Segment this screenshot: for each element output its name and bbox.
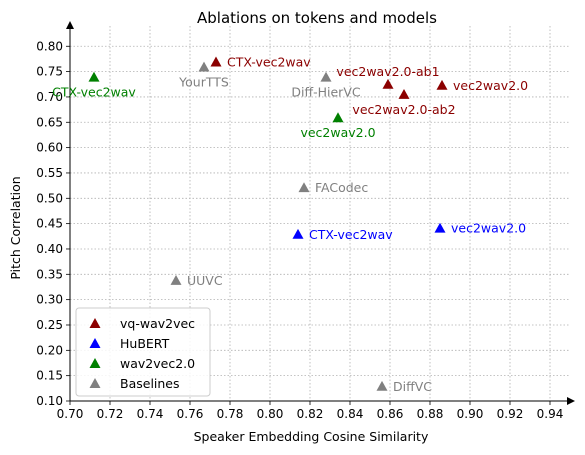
data-point-baselines <box>298 182 310 193</box>
data-points <box>88 56 448 391</box>
point-label: FACodec <box>315 180 368 195</box>
data-point-vq-wav2vec <box>436 79 448 90</box>
x-axis-arrow <box>567 397 575 405</box>
x-tick-label: 0.74 <box>137 407 164 421</box>
legend-marker <box>89 338 101 348</box>
data-point-hubert <box>434 222 446 233</box>
x-tick-label: 0.90 <box>457 407 484 421</box>
y-tick-label: 0.75 <box>36 65 63 79</box>
x-tick-label: 0.94 <box>537 407 564 421</box>
point-label: Diff-HierVC <box>291 85 360 100</box>
grid-lines <box>69 26 570 402</box>
y-tick-label: 0.10 <box>36 394 63 408</box>
data-point-hubert <box>292 228 304 239</box>
point-label: CTX-vec2wav <box>227 54 311 69</box>
data-point-baselines <box>198 61 210 72</box>
y-tick-label: 0.60 <box>36 141 63 155</box>
data-point-baselines <box>170 274 182 285</box>
point-label: UUVC <box>187 273 223 288</box>
y-tick-label: 0.40 <box>36 242 63 256</box>
point-label: vec2wav2.0 <box>453 78 528 93</box>
x-axis-ticks: 0.70 0.72 0.74 0.76 0.78 0.80 0.82 0.84 0.86 0.88… <box>57 401 564 421</box>
y-tick-label: 0.55 <box>36 166 63 180</box>
point-label: vec2wav2.0-ab2 <box>352 102 455 117</box>
data-point-vq-wav2vec <box>210 56 222 67</box>
legend-label: vq-wav2vec <box>120 316 195 331</box>
x-tick-label: 0.88 <box>417 407 444 421</box>
y-tick-label: 0.80 <box>36 39 63 53</box>
point-labels: CTX-vec2wav vec2wav2.0-ab1 vec2wav2.0-ab2 v… <box>52 54 528 393</box>
legend-label: wav2vec2.0 <box>120 356 195 371</box>
data-point-wav2vec2-0 <box>88 71 100 82</box>
x-tick-label: 0.82 <box>297 407 324 421</box>
x-axis-title: Speaker Embedding Cosine Similarity <box>194 429 429 444</box>
y-tick-label: 0.65 <box>36 115 63 129</box>
point-label: CTX-vec2wav <box>52 85 136 100</box>
point-label: CTX-vec2wav <box>309 227 393 242</box>
data-point-baselines <box>376 380 388 391</box>
legend-box <box>75 307 211 397</box>
point-label: vec2wav2.0-ab1 <box>336 64 439 79</box>
y-tick-label: 0.50 <box>36 191 63 205</box>
y-tick-label: 0.15 <box>36 369 63 383</box>
y-axis-arrow <box>66 21 74 29</box>
legend-label: Baselines <box>120 376 180 391</box>
y-axis-title: Pitch Correlation <box>8 176 23 279</box>
y-tick-label: 0.20 <box>36 343 63 357</box>
y-tick-label: 0.25 <box>36 318 63 332</box>
legend: vq-wav2vec HuBERT wav2vec2.0 Baselines <box>75 307 211 397</box>
legend-marker <box>89 358 101 368</box>
y-tick-label: 0.70 <box>36 90 63 104</box>
x-tick-label: 0.76 <box>177 407 204 421</box>
data-point-wav2vec2-0 <box>332 112 344 123</box>
x-tick-label: 0.78 <box>217 407 244 421</box>
x-tick-label: 0.72 <box>97 407 124 421</box>
data-point-vq-wav2vec <box>382 78 394 89</box>
x-tick-label: 0.80 <box>257 407 284 421</box>
y-tick-label: 0.35 <box>36 267 63 281</box>
point-label: vec2wav2.0 <box>451 221 526 236</box>
axes <box>66 21 575 405</box>
x-tick-label: 0.84 <box>337 407 364 421</box>
chart-title: Ablations on tokens and models <box>197 9 437 27</box>
x-tick-label: 0.70 <box>57 407 84 421</box>
y-tick-label: 0.30 <box>36 293 63 307</box>
point-label: DiffVC <box>393 379 432 394</box>
x-tick-label: 0.92 <box>497 407 524 421</box>
legend-marker <box>89 378 101 388</box>
point-label: YourTTS <box>178 75 229 90</box>
x-tick-label: 0.86 <box>377 407 404 421</box>
y-tick-label: 0.45 <box>36 217 63 231</box>
point-label: vec2wav2.0 <box>300 125 375 140</box>
data-point-vq-wav2vec <box>398 88 410 99</box>
data-point-baselines <box>320 71 332 82</box>
legend-label: HuBERT <box>120 336 170 351</box>
y-axis-ticks: 0.10 0.15 0.20 0.25 0.30 0.35 0.40 0.45 0.50 0.55… <box>36 39 70 408</box>
legend-marker <box>89 318 101 328</box>
